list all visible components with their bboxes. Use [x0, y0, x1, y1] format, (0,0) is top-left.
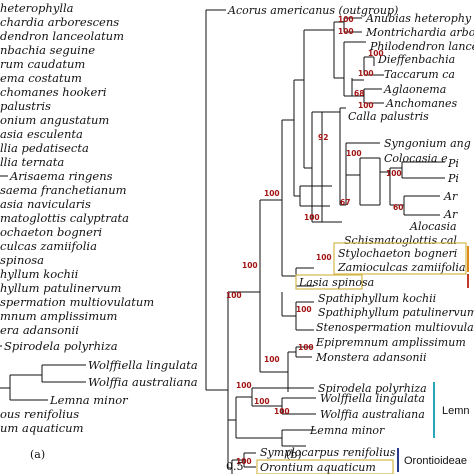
support-value: 100 — [304, 213, 320, 222]
tip-label-a: mnum amplissimum — [0, 309, 118, 323]
tip-label: Zamioculcas zamiifolia — [337, 261, 466, 274]
tip-label: Pi — [447, 172, 459, 185]
support-value: 100 — [338, 15, 354, 24]
tip-label: Epipremnum amplissimum — [315, 336, 466, 349]
tip-label: Alocasia — [409, 220, 457, 233]
support-value: 100 — [346, 149, 362, 158]
tip-label-a: culcas zamiifolia — [0, 239, 97, 253]
tip-label-a: llia ternata — [0, 155, 64, 169]
tip-label: Stylochaeton bogneri — [338, 247, 457, 260]
tip-label-a: asia navicularis — [0, 197, 91, 211]
tip-label-a: asia esculenta — [0, 127, 83, 141]
tip-label: Orontium aquaticum — [260, 461, 376, 474]
tip-label-a: um aquaticum — [0, 421, 84, 435]
tip-label: Calla palustris — [348, 110, 429, 123]
tip-label-a: dendron lanceolatum — [0, 29, 124, 43]
tip-label: Acorus americanus (outgroup) — [227, 4, 398, 17]
tip-label: Wolffia australiana — [320, 408, 425, 421]
tip-label-a: Spirodela polyrhiza — [4, 339, 118, 353]
tip-label: Dieffenbachia — [377, 53, 455, 66]
support-value: 100 — [242, 261, 258, 270]
support-value: 100 — [274, 407, 290, 416]
support-value: 100 — [298, 343, 314, 352]
tip-label-a: Lemna minor — [49, 393, 129, 407]
support-value: 100 — [264, 355, 280, 364]
panel-a: heterophylla chardia arborescens dendron… — [0, 1, 198, 461]
support-value: 100 — [338, 27, 354, 36]
support-value: 100 — [316, 253, 332, 262]
support-value: 100 — [386, 169, 402, 178]
tip-label-a: Arisaema ringens — [9, 169, 113, 183]
tip-label: Taccarum ca — [384, 68, 455, 81]
tip-label-a: ous renifolius — [0, 407, 79, 421]
tip-label-a: Wolffia australiana — [88, 375, 198, 389]
tip-label: Colocasia e — [384, 152, 448, 165]
tip-label-a: era adansonii — [0, 323, 79, 337]
tip-label-a: nbachia seguine — [0, 43, 95, 57]
tip-label-a: onium angustatum — [0, 113, 109, 127]
support-value: 100 — [226, 291, 242, 300]
support-value: 100 — [358, 69, 374, 78]
tip-label-a: ema costatum — [0, 71, 82, 85]
support-value: 100 — [264, 189, 280, 198]
tip-label: Philodendron lance — [369, 40, 474, 53]
panel-a-label: (a) — [30, 448, 45, 461]
scale-label: 0.5 — [226, 460, 244, 473]
clade-label-orontioideae: Orontioideae — [404, 455, 467, 467]
clade-label-lemnoideae: Lemn — [442, 405, 470, 417]
support-value: 67 — [340, 198, 350, 207]
tip-label-a: heterophylla — [0, 1, 74, 15]
support-value: 100 — [358, 101, 374, 110]
support-value: 92 — [318, 133, 328, 142]
tip-label: Montrichardia arbo — [365, 26, 474, 39]
tip-label-a: spermation multiovulatum — [0, 295, 154, 309]
tip-label: Ar — [443, 190, 458, 203]
tip-label-a: rum caudatum — [0, 57, 85, 71]
support-value: 100 — [236, 457, 252, 466]
support-value: 100 — [236, 381, 252, 390]
tip-label: Lasia spinosa — [298, 276, 374, 289]
tip-label-a: hyllum kochii — [0, 267, 79, 281]
highlight-box — [295, 274, 363, 290]
panel-b-label: (b) — [286, 448, 302, 461]
tip-label: Pi — [447, 157, 459, 170]
support-value: 68 — [354, 89, 364, 98]
tip-label: Spirodela polyrhiza — [318, 382, 427, 395]
tip-label: Stenospermation multiovulatum — [316, 321, 474, 334]
support-value: 100 — [296, 305, 312, 314]
tip-label-a: ochaeton bogneri — [0, 225, 102, 239]
highlight-box — [333, 242, 467, 275]
tip-label: Aglaonema — [383, 83, 446, 96]
tip-label-a: hyllum patulinervum — [0, 281, 121, 295]
tip-label: Anubias heterophy — [365, 12, 472, 25]
tip-label: Spathiphyllum kochii — [318, 292, 436, 305]
tip-label: Ar — [443, 208, 458, 221]
tip-label-a: palustris — [0, 99, 51, 113]
tip-label-a: chomanes hookeri — [0, 85, 107, 99]
tip-label-a: Wolffiella lingulata — [88, 358, 198, 372]
support-value: 60 — [393, 203, 403, 212]
tip-label: Schismatoglottis cal — [344, 234, 457, 247]
tip-label: Symplocarpus renifolius — [260, 446, 396, 459]
panel-b: Acorus americanus (outgroup) — [205, 4, 474, 474]
tip-label-a: matoglottis calyptrata — [0, 211, 129, 225]
tip-label-a: spinosa — [0, 253, 44, 267]
tip-label-a: saema franchetianum — [0, 183, 127, 197]
tip-label-a: llia pedatisecta — [0, 141, 89, 155]
highlight-box — [256, 459, 394, 474]
tip-label: Monstera adansonii — [315, 351, 427, 364]
tip-label: Syngonium ang — [384, 137, 471, 150]
tip-label-a: chardia arborescens — [0, 15, 119, 29]
support-value: 100 — [254, 397, 270, 406]
tip-label: Spathiphyllum patulinervum — [318, 306, 474, 319]
tip-label: Anchomanes — [385, 97, 457, 110]
support-value: 100 — [368, 49, 384, 58]
tip-label: Lemna minor — [309, 424, 385, 437]
tip-label: Wolffiella lingulata — [320, 392, 425, 405]
